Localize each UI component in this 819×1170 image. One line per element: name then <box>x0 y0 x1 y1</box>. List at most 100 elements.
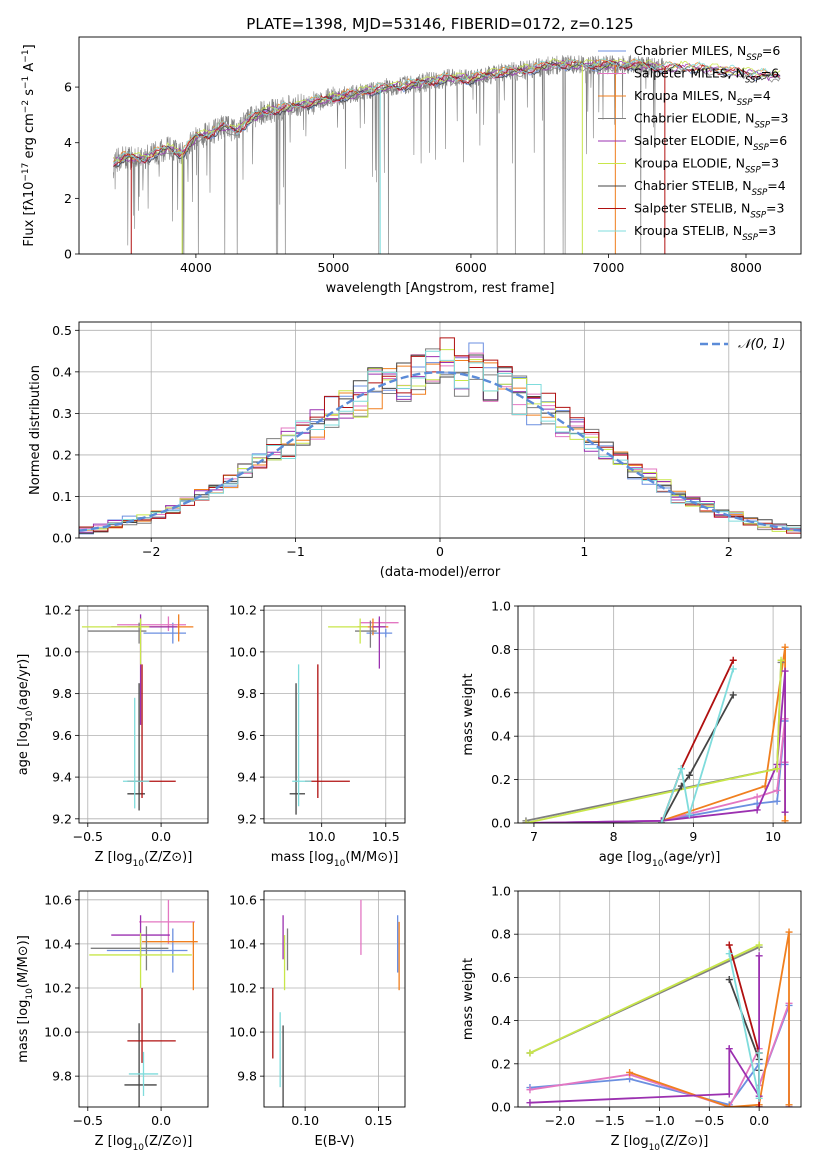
label-part: (age/yr)] <box>663 850 720 865</box>
y-tick-label: 10.0 <box>229 1025 257 1040</box>
label-part: A <box>22 63 37 76</box>
weight-marker <box>685 810 693 818</box>
y-tick-label: 1.0 <box>491 884 511 899</box>
label-part: E(B-V) <box>314 1134 354 1149</box>
axes-frame <box>263 890 406 1108</box>
label-part: s <box>22 89 37 100</box>
label-part: 10 <box>133 1143 145 1153</box>
axes-frame <box>78 890 209 1108</box>
weight-marker <box>753 806 761 814</box>
legend-tail: =4 <box>752 88 770 103</box>
label-part: 10 <box>25 710 35 722</box>
x-tick-label: −0.5 <box>694 1113 724 1128</box>
x-axis-label: mass [log10(M/M⊙)] <box>271 850 399 869</box>
x-axis-label: Z [log10(Z/Z⊙)] <box>95 1134 193 1153</box>
weight-marker <box>725 950 733 958</box>
legend-label: Kroupa ELODIE, NSSP=3 <box>634 156 779 176</box>
weight-marker <box>685 771 693 779</box>
legend-tail: =6 <box>762 43 780 58</box>
x-tick-label: 0.0 <box>749 1113 769 1128</box>
x-tick-label: −1.0 <box>644 1113 674 1128</box>
weight-marker <box>773 797 781 805</box>
plot-area <box>79 337 801 535</box>
weight-marker <box>755 1103 763 1107</box>
x-tick-label: 8 <box>610 829 618 844</box>
y-tick-label: 0.2 <box>491 1056 511 1071</box>
spectrum-model-line <box>113 60 781 167</box>
legend-label: Chabrier STELIB, NSSP=4 <box>634 178 786 198</box>
label-part: −17 <box>21 163 31 182</box>
y-axis-label: mass [log10(M/M⊙)] <box>16 935 35 1063</box>
x-tick-label: 0.15 <box>365 1113 393 1128</box>
y-tick-label: 10.0 <box>44 1025 72 1040</box>
y-tick-label: 9.8 <box>52 686 72 701</box>
label-part: Z [log <box>95 1134 133 1149</box>
y-tick-label: 9.4 <box>52 770 72 785</box>
y-tick-label: 0.8 <box>491 642 511 657</box>
weight-marker <box>753 793 761 801</box>
y-tick-label: 0.6 <box>491 970 511 985</box>
residual-histogram <box>79 350 801 531</box>
y-tick-label: 0.4 <box>491 729 511 744</box>
label-part: ] <box>22 44 37 49</box>
y-tick-label: 9.8 <box>237 686 257 701</box>
axes-mass-EBV: 0.10 0.15 9.8 10.0 10.2 10.4 10.6 E(B-V) <box>229 890 406 1149</box>
y-tick-label: 0.8 <box>491 927 511 942</box>
y-tick-label: 9.2 <box>237 811 257 826</box>
x-tick-label: 7000 <box>593 260 625 275</box>
weight-line <box>529 944 760 1054</box>
plot-area <box>81 614 194 811</box>
x-tick-label: 0 <box>436 544 444 559</box>
axes-frame <box>517 605 802 824</box>
axes-frame <box>78 605 209 824</box>
y-tick-label: 4 <box>64 135 72 150</box>
x-axis-label: Z [log10(Z/Z⊙)] <box>611 1134 709 1153</box>
weight-marker <box>526 1099 534 1107</box>
label-part: mass weight <box>461 958 476 1040</box>
x-tick-label: 6000 <box>455 260 487 275</box>
weight-marker <box>729 691 737 699</box>
weight-marker <box>729 665 737 673</box>
weight-marker <box>725 1103 733 1107</box>
legend-text: Salpeter ELODIE, N <box>634 133 753 148</box>
legend-label: Salpeter STELIB, NSSP=3 <box>634 201 784 221</box>
label-part: (Z/Z⊙)] <box>144 1134 192 1149</box>
legend-sub: SSP <box>745 166 761 176</box>
legend-tail: =6 <box>761 66 779 81</box>
gaussian-curve <box>79 371 801 532</box>
y-tick-label: 10.0 <box>44 644 72 659</box>
x-tick-label: −1.5 <box>594 1113 624 1128</box>
weight-marker <box>773 765 781 773</box>
legend-text: Kroupa STELIB, N <box>634 223 742 238</box>
weight-marker <box>755 1049 763 1057</box>
weight-line <box>525 671 786 823</box>
x-tick-label: 7 <box>530 829 538 844</box>
y-axis-label: Flux [fλ10−17 erg cm−2 s−1 A−1] <box>21 44 37 246</box>
label-part: age [log <box>16 722 31 775</box>
legend-tail: =3 <box>766 201 784 216</box>
legend-text: Salpeter MILES, N <box>634 66 745 81</box>
y-axis-label: Normed distribution <box>28 365 43 495</box>
weight-marker <box>773 786 781 794</box>
y-tick-label: 10.2 <box>44 603 72 618</box>
weight-marker <box>626 1068 634 1076</box>
y-tick-label: 10.2 <box>229 980 257 995</box>
axes-frame <box>263 605 406 824</box>
x-tick-label: 9 <box>689 829 697 844</box>
spectrum-model-line <box>113 58 781 164</box>
label-part: Z [log <box>611 1134 649 1149</box>
y-tick-label: 0 <box>64 247 72 262</box>
weight-marker <box>657 819 665 823</box>
y-tick-label: 9.6 <box>52 728 72 743</box>
y-tick-label: 0.4 <box>491 1013 511 1028</box>
legend-text: Kroupa MILES, N <box>634 88 737 103</box>
weight-marker <box>755 941 763 949</box>
x-tick-label: 0.0 <box>151 829 171 844</box>
weight-marker <box>777 656 785 664</box>
legend-label: Salpeter MILES, NSSP=6 <box>634 66 779 86</box>
x-tick-label: 10.0 <box>308 829 336 844</box>
y-axis-label: mass weight <box>461 958 476 1040</box>
weight-marker <box>725 941 733 949</box>
